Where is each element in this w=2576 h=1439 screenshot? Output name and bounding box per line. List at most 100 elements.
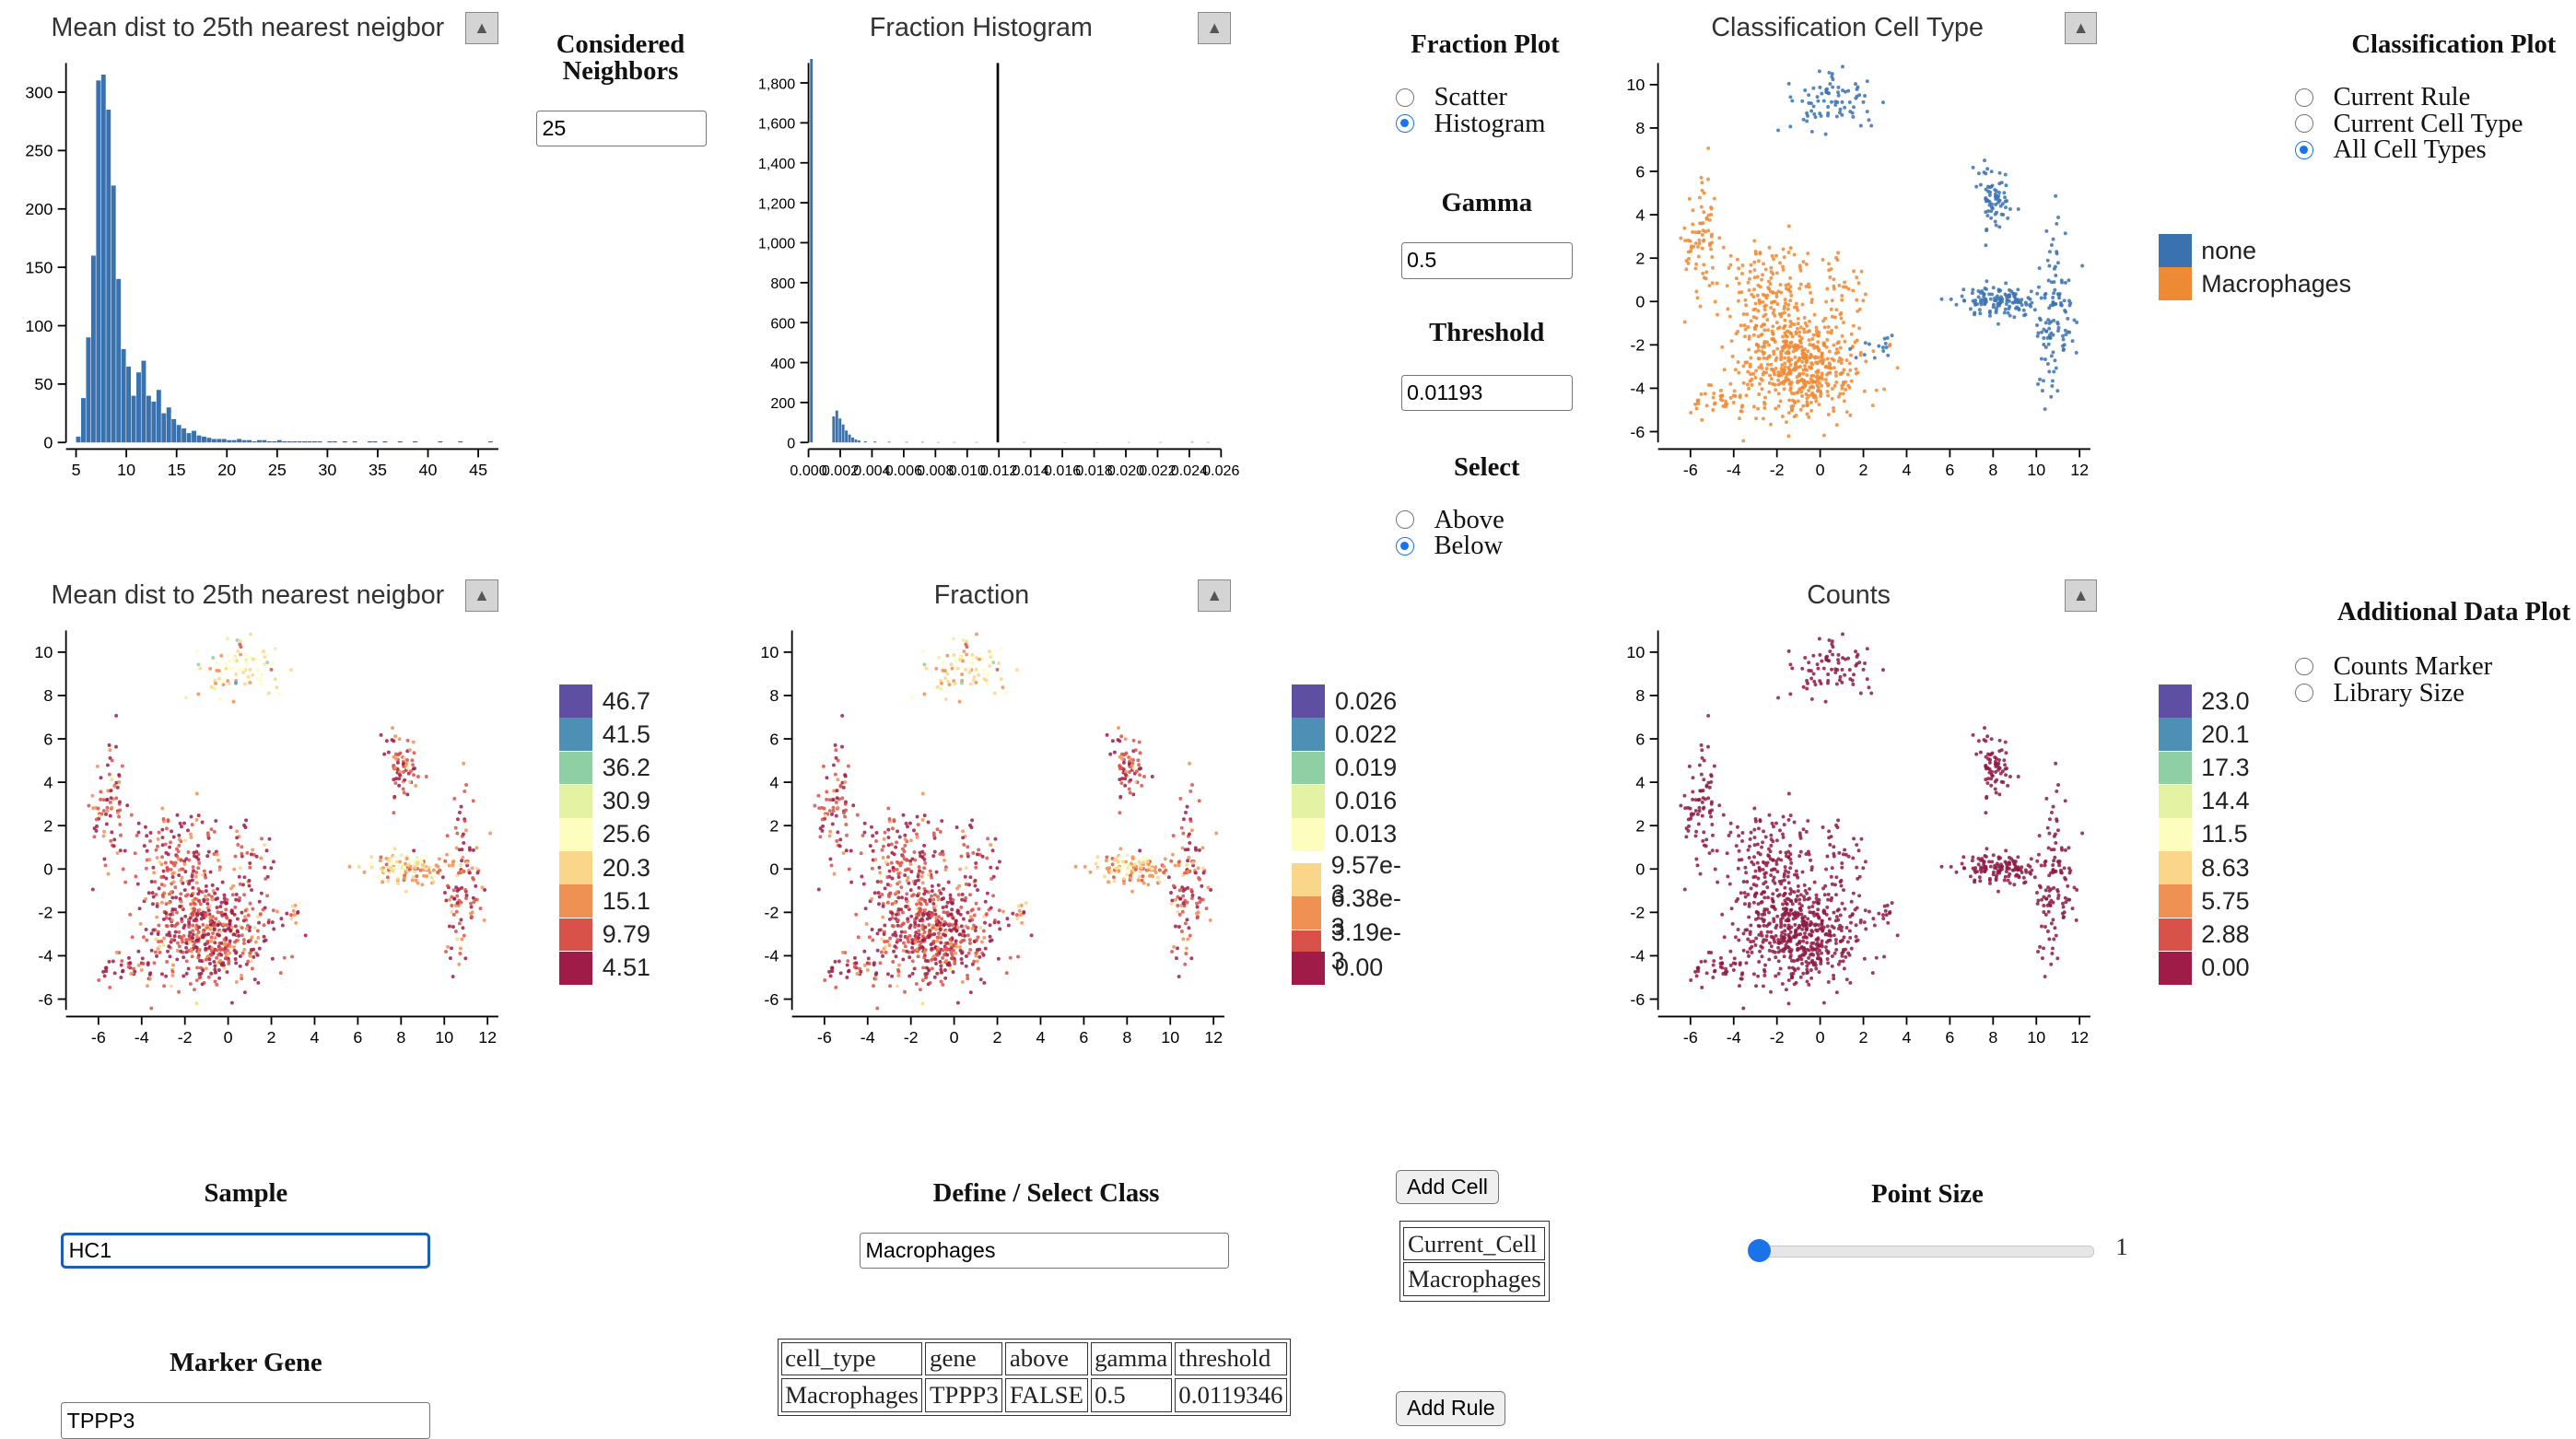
umap-point bbox=[270, 956, 275, 961]
umap-point bbox=[1112, 875, 1116, 880]
histogram-bar bbox=[241, 439, 247, 443]
radio-below[interactable]: Below bbox=[1396, 531, 1503, 560]
umap-point bbox=[1024, 901, 1028, 905]
umap-point bbox=[988, 923, 992, 928]
umap-point bbox=[248, 953, 252, 958]
umap-point bbox=[1698, 229, 1702, 234]
collapse-umap-counts-button[interactable]: ▲ bbox=[2064, 579, 2098, 613]
gamma-input[interactable] bbox=[1400, 242, 1573, 279]
umap-point bbox=[922, 692, 927, 696]
radio-histogram[interactable]: Histogram bbox=[1396, 109, 1545, 138]
umap-point bbox=[1797, 399, 1801, 404]
umap-point bbox=[1802, 897, 1807, 902]
umap-point bbox=[960, 979, 965, 984]
umap-point bbox=[944, 904, 949, 908]
umap-point bbox=[232, 867, 237, 872]
radio-current-cell-type[interactable]: Current Cell Type bbox=[2295, 109, 2523, 138]
radio-all-cell-types-dot[interactable] bbox=[2295, 141, 2314, 159]
collapse-hist-frac-button[interactable]: ▲ bbox=[1198, 11, 1232, 45]
umap-point bbox=[1119, 734, 1124, 739]
considered-neighbors-input[interactable] bbox=[536, 111, 707, 147]
radio-current-cell-type-dot[interactable] bbox=[2295, 114, 2314, 134]
umap-point bbox=[1800, 961, 1805, 965]
umap-point bbox=[1783, 923, 1787, 928]
umap-point bbox=[957, 932, 962, 937]
umap-point bbox=[1015, 667, 1019, 672]
radio-current-rule[interactable]: Current Rule bbox=[2295, 82, 2470, 111]
umap-point bbox=[194, 649, 199, 653]
collapse-hist-dist-button[interactable]: ▲ bbox=[465, 11, 498, 45]
umap-point bbox=[2051, 350, 2055, 355]
umap-point bbox=[460, 937, 464, 942]
umap-point bbox=[368, 861, 372, 866]
umap-point bbox=[967, 918, 972, 923]
umap-point bbox=[405, 738, 410, 743]
colorbar-row: 15.1 bbox=[559, 884, 650, 918]
umap-point bbox=[273, 647, 277, 650]
umap-point bbox=[870, 927, 874, 931]
umap-point bbox=[983, 899, 988, 904]
umap-point bbox=[451, 974, 455, 978]
radio-scatter-dot[interactable] bbox=[1396, 88, 1414, 107]
umap-point bbox=[95, 764, 100, 768]
umap-point bbox=[849, 880, 854, 884]
umap-point bbox=[1169, 890, 1174, 895]
umap-point bbox=[107, 959, 111, 964]
umap-point bbox=[170, 938, 174, 942]
umap-point bbox=[1838, 111, 1843, 114]
colorbar-swatch bbox=[559, 751, 592, 785]
umap-point bbox=[1882, 954, 1887, 959]
radio-scatter[interactable]: Scatter bbox=[1396, 82, 1507, 111]
umap-point bbox=[483, 887, 487, 892]
radio-current-rule-dot[interactable] bbox=[2295, 88, 2314, 107]
collapse-umap-frac-button[interactable]: ▲ bbox=[1198, 579, 1232, 613]
x-tick-label: 6 bbox=[1079, 1028, 1088, 1047]
umap-point bbox=[256, 914, 261, 918]
umap-point bbox=[953, 961, 957, 965]
umap-point bbox=[1786, 896, 1790, 901]
umap-point bbox=[1765, 923, 1770, 928]
umap-point bbox=[921, 938, 926, 942]
umap-point bbox=[1740, 263, 1745, 267]
umap-point bbox=[193, 874, 198, 879]
umap-point bbox=[1180, 846, 1185, 850]
umap-point bbox=[1739, 963, 1743, 966]
umap-point bbox=[1821, 319, 1826, 323]
umap-point bbox=[1696, 398, 1701, 403]
umap-point bbox=[1765, 934, 1770, 938]
umap-point bbox=[447, 863, 451, 868]
umap-point bbox=[1138, 773, 1142, 778]
collapse-umap-class-button[interactable]: ▲ bbox=[2064, 11, 2098, 45]
umap-point bbox=[462, 761, 466, 766]
colorbar-swatch bbox=[559, 918, 592, 952]
umap-point bbox=[1831, 396, 1835, 401]
umap-point bbox=[945, 672, 950, 676]
threshold-input[interactable] bbox=[1400, 374, 1573, 411]
collapse-umap-dist-button[interactable]: ▲ bbox=[465, 579, 498, 613]
umap-point bbox=[1123, 783, 1128, 788]
radio-above-dot[interactable] bbox=[1396, 510, 1414, 530]
radio-histogram-dot[interactable] bbox=[1396, 114, 1414, 134]
umap-point bbox=[901, 847, 905, 851]
umap-point bbox=[1719, 388, 1724, 392]
umap-point bbox=[204, 957, 208, 962]
umap-point bbox=[2004, 281, 2008, 286]
umap-point bbox=[1973, 312, 1977, 317]
y-tick-label: 100 bbox=[25, 317, 53, 335]
umap-point bbox=[362, 870, 367, 874]
radio-all-cell-types[interactable]: All Cell Types bbox=[2295, 135, 2487, 164]
umap-point bbox=[179, 899, 183, 904]
umap-point bbox=[1820, 922, 1824, 927]
umap-point bbox=[1177, 912, 1182, 917]
umap-point bbox=[1998, 198, 2003, 203]
umap-point bbox=[87, 803, 91, 808]
umap-point bbox=[99, 776, 103, 780]
umap-point bbox=[253, 940, 258, 944]
umap-point bbox=[1835, 825, 1840, 829]
umap-point bbox=[1143, 857, 1148, 861]
radio-below-dot[interactable] bbox=[1396, 537, 1414, 556]
radio-above[interactable]: Above bbox=[1396, 505, 1505, 534]
umap-point bbox=[1807, 982, 1811, 987]
umap-point bbox=[1983, 300, 1987, 305]
umap-point bbox=[1705, 971, 1710, 976]
